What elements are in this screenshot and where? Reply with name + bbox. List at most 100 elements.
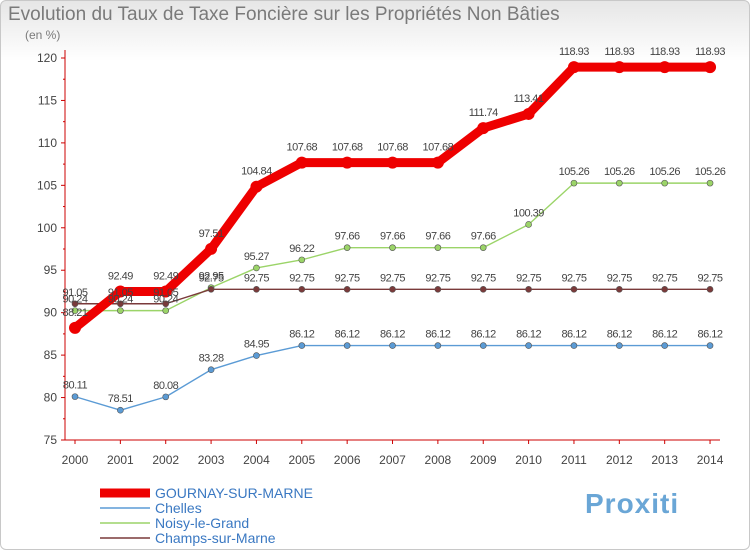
- data-label: 78.51: [108, 393, 133, 405]
- chart-title: Evolution du Taux de Taxe Foncière sur l…: [8, 4, 560, 25]
- data-label: 92.49: [153, 271, 178, 283]
- data-point: [434, 342, 442, 349]
- data-point: [525, 286, 532, 293]
- data-label: 107.68: [423, 142, 454, 154]
- data-label: 97.66: [335, 231, 360, 243]
- data-point: [298, 342, 306, 349]
- data-point: [479, 286, 487, 293]
- data-label: 92.75: [607, 272, 632, 284]
- series-line-chelles: [74, 344, 711, 411]
- data-point: [343, 244, 351, 251]
- data-point: [343, 342, 351, 349]
- data-point: [525, 342, 532, 349]
- data-point: [162, 393, 170, 401]
- data-point: [434, 244, 442, 251]
- data-label: 91.05: [153, 287, 178, 299]
- data-point: [69, 321, 81, 334]
- y-unit-label: (en %): [25, 28, 61, 42]
- y-tick-label: 90: [44, 306, 58, 320]
- data-label: 92.75: [561, 272, 586, 284]
- data-label: 92.75: [380, 272, 405, 284]
- data-label: 113.41: [514, 93, 544, 105]
- data-label: 86.12: [471, 329, 496, 341]
- data-point: [250, 180, 263, 193]
- data-point: [706, 179, 714, 187]
- data-point: [434, 286, 442, 293]
- data-point: [253, 264, 260, 272]
- data-point: [207, 286, 215, 293]
- y-tick-label: 85: [44, 348, 58, 362]
- data-label: 111.74: [469, 107, 498, 119]
- data-label: 107.68: [377, 142, 408, 154]
- data-label: 92.75: [335, 272, 360, 284]
- data-label: 86.12: [380, 329, 405, 341]
- data-point: [522, 107, 535, 120]
- data-point: [343, 286, 351, 293]
- legend-label: Champs-sur-Marne: [155, 530, 276, 546]
- data-point: [253, 286, 260, 293]
- data-label: 83.28: [199, 353, 224, 365]
- y-tick-label: 95: [44, 263, 58, 277]
- x-tick-label: 2014: [697, 453, 724, 467]
- data-label: 88.21: [62, 307, 87, 319]
- data-label: 86.12: [561, 329, 586, 341]
- data-point: [295, 156, 308, 169]
- data-label: 105.26: [559, 166, 590, 178]
- data-label: 80.11: [63, 380, 88, 392]
- y-tick-label: 115: [38, 93, 57, 107]
- x-tick-label: 2011: [561, 453, 587, 467]
- data-label: 92.75: [698, 272, 723, 284]
- legend-label: GOURNAY-SUR-MARNE: [155, 485, 313, 501]
- y-tick-label: 120: [37, 51, 57, 65]
- data-label: 90.24: [108, 294, 133, 306]
- data-point: [658, 61, 671, 74]
- x-tick-label: 2013: [651, 453, 678, 467]
- x-tick-label: 2012: [606, 453, 633, 467]
- data-point: [706, 286, 714, 293]
- data-label: 86.12: [607, 329, 632, 341]
- data-point: [389, 286, 396, 293]
- x-tick-label: 2005: [288, 453, 315, 467]
- x-tick-label: 2002: [152, 453, 179, 467]
- data-label: 86.12: [516, 329, 541, 341]
- data-point: [298, 256, 306, 264]
- data-label: 107.68: [332, 142, 363, 154]
- data-point: [479, 342, 487, 349]
- data-point: [525, 221, 532, 228]
- data-point: [661, 286, 668, 293]
- x-tick-label: 2004: [243, 453, 270, 467]
- data-label: 92.95: [199, 271, 224, 283]
- data-point: [386, 156, 399, 169]
- x-tick-label: 2000: [62, 453, 89, 467]
- data-point: [162, 300, 170, 308]
- data-point: [477, 122, 490, 135]
- y-tick-label: 100: [37, 221, 57, 235]
- data-label: 96.22: [289, 243, 314, 255]
- data-label: 105.26: [649, 166, 680, 178]
- data-label: 92.75: [289, 272, 314, 284]
- data-point: [114, 285, 127, 298]
- y-tick-label: 80: [44, 391, 58, 405]
- data-label: 90.24: [153, 294, 178, 306]
- data-label: 91.05: [108, 287, 133, 299]
- data-label: 92.49: [108, 271, 133, 283]
- data-point: [117, 406, 124, 414]
- y-tick-label: 75: [44, 433, 58, 447]
- y-tick-label: 105: [37, 178, 57, 192]
- data-label: 84.95: [244, 339, 269, 351]
- data-label: 118.93: [650, 46, 680, 58]
- legend-label: Noisy-le-Grand: [155, 515, 249, 531]
- data-label: 80.08: [153, 380, 178, 392]
- data-point: [71, 307, 79, 314]
- data-label: 86.12: [652, 329, 677, 341]
- data-point: [159, 285, 172, 298]
- data-point: [341, 156, 354, 169]
- data-label: 86.12: [698, 329, 723, 341]
- y-tick-label: 110: [38, 136, 57, 150]
- data-label: 118.93: [604, 46, 634, 58]
- data-point: [207, 366, 215, 374]
- data-point: [616, 342, 623, 349]
- data-point: [117, 300, 124, 308]
